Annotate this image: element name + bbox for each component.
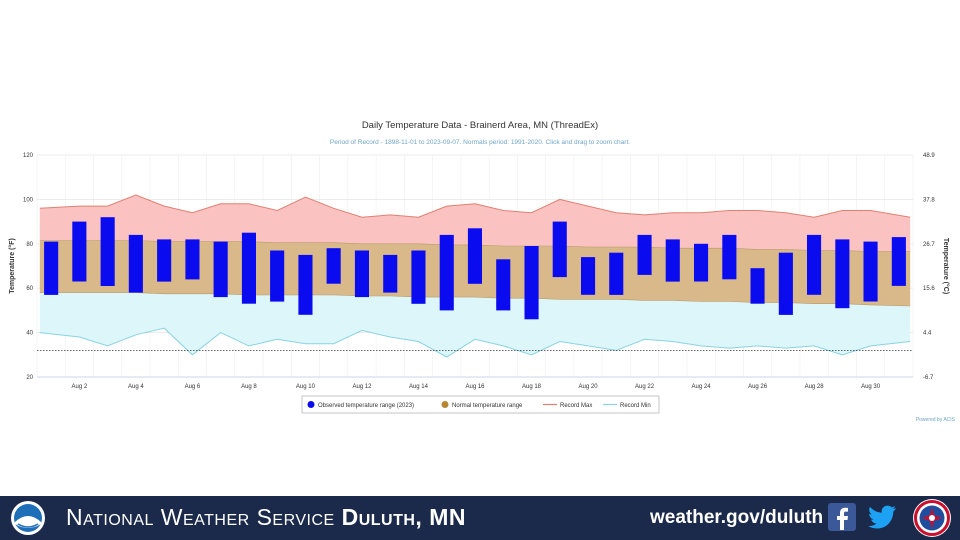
y-tick-label-right: 15.6 [923, 286, 935, 292]
observed-temp-bar [241, 232, 256, 304]
x-tick-label: Aug 30 [861, 384, 881, 390]
legend-marker-normal [441, 401, 449, 408]
observed-temp-bar [835, 239, 850, 309]
website-link[interactable]: weather.gov/duluth [650, 507, 824, 528]
x-tick-label: Aug 28 [805, 384, 825, 390]
observed-temp-bar [270, 250, 285, 302]
observed-temp-bar [326, 248, 341, 284]
observed-temp-bar [637, 234, 652, 275]
observed-temp-bar [891, 237, 906, 286]
observed-temp-bar [298, 254, 313, 315]
legend-label-record-min: Record Min [620, 403, 651, 409]
observed-temp-bar [581, 257, 596, 295]
x-tick-label: Aug 8 [241, 384, 257, 390]
x-tick-label: Aug 16 [465, 384, 485, 390]
legend-frame [301, 395, 660, 414]
org-prefix: National Weather Service [66, 504, 335, 530]
x-tick-label: Aug 6 [185, 384, 201, 390]
x-tick-label: Aug 10 [296, 384, 316, 390]
x-tick-label: Aug 20 [579, 384, 599, 390]
observed-temp-bar [863, 241, 878, 302]
temperature-chart[interactable]: Daily Temperature Data - Brainerd Area, … [0, 0, 960, 496]
y-tick-label-left: 100 [23, 197, 34, 203]
org-office: Duluth, MN [341, 504, 466, 530]
observed-temp-bar [665, 239, 680, 282]
legend-label-normal: Normal temperature range [452, 403, 523, 409]
x-tick-label: Aug 2 [72, 384, 88, 390]
observed-temp-bar [778, 252, 793, 315]
legend-item-normal[interactable]: Normal temperature range [441, 401, 524, 409]
record-max-line [39, 194, 911, 218]
observed-temp-bar [750, 268, 765, 304]
observed-temp-bar [354, 250, 369, 298]
legend-marker-observed [307, 401, 315, 408]
x-tick-label: Aug 26 [748, 384, 768, 390]
observed-temp-bar [467, 228, 482, 284]
y-tick-label-left: 20 [26, 375, 33, 381]
x-tick-label: Aug 22 [635, 384, 655, 390]
footer-bar: National Weather Service Duluth, MN weat… [0, 496, 960, 540]
noaa-logo-icon [11, 501, 45, 535]
chart-title: Daily Temperature Data - Brainerd Area, … [362, 120, 598, 131]
x-tick-label: Aug 18 [522, 384, 542, 390]
observed-temp-bar [524, 246, 539, 320]
facebook-icon[interactable] [828, 503, 856, 531]
y-axis-label-left: Temperature (°F) [8, 238, 16, 294]
observed-temp-bar [807, 234, 822, 295]
credit-link[interactable]: Powered by ACIS [916, 417, 956, 423]
legend-label-record-max: Record Max [560, 403, 592, 409]
y-axis-label-right: Temperature (°C) [942, 238, 950, 294]
observed-temp-bar [44, 241, 59, 295]
record-min-band [39, 292, 911, 357]
observed-temp-bar [128, 234, 143, 293]
observed-temp-bar [72, 221, 87, 282]
x-tick-label: Aug 12 [352, 384, 372, 390]
observed-temp-bar [496, 259, 511, 311]
x-tick-label: Aug 24 [692, 384, 712, 390]
observed-temp-bar [185, 239, 200, 280]
observed-temp-bar [157, 239, 172, 282]
twitter-icon[interactable] [866, 503, 898, 531]
observed-temp-bar [213, 241, 228, 298]
y-tick-label-left: 40 [26, 331, 33, 337]
y-tick-label-right: 37.8 [923, 197, 935, 203]
x-tick-label: Aug 4 [128, 384, 144, 390]
legend-item-record-min[interactable]: Record Min [603, 403, 651, 409]
y-tick-label-right: -6.7 [923, 375, 934, 381]
observed-temp-bar [722, 234, 737, 280]
observed-temp-bar [609, 252, 624, 295]
plot-area[interactable]: 20 -6.7 40 4.4 60 15.6 80 26.7 100 37.8 120 48.9 Aug… [23, 153, 935, 390]
observed-temp-bar [439, 234, 454, 311]
y-tick-label-left: 120 [23, 153, 34, 159]
legend-item-record-max[interactable]: Record Max [543, 403, 592, 409]
chart-subtitle: Period of Record - 1898-11-01 to 2023-09… [330, 139, 630, 146]
observed-temp-bar [694, 243, 709, 282]
y-tick-label-right: 4.4 [923, 331, 932, 337]
record-min-line [39, 327, 911, 358]
y-tick-label-right: 26.7 [923, 242, 935, 248]
legend-label-observed: Observed temperature range (2023) [318, 403, 414, 409]
observed-temp-bar [100, 217, 115, 286]
legend-item-observed[interactable]: Observed temperature range (2023) [307, 401, 415, 409]
y-tick-label-left: 60 [26, 286, 33, 292]
y-tick-label-right: 48.9 [923, 153, 935, 159]
observed-temp-bar [411, 250, 426, 304]
record-max-band [39, 195, 911, 252]
observed-temp-bar [552, 221, 567, 278]
observed-temp-bar [383, 254, 398, 293]
x-tick-label: Aug 14 [409, 384, 429, 390]
legend: Observed temperature range (2023) Normal… [301, 395, 660, 414]
org-name: National Weather Service Duluth, MN [66, 504, 466, 531]
y-tick-label-left: 80 [26, 242, 33, 248]
nws-logo-icon [913, 499, 951, 537]
